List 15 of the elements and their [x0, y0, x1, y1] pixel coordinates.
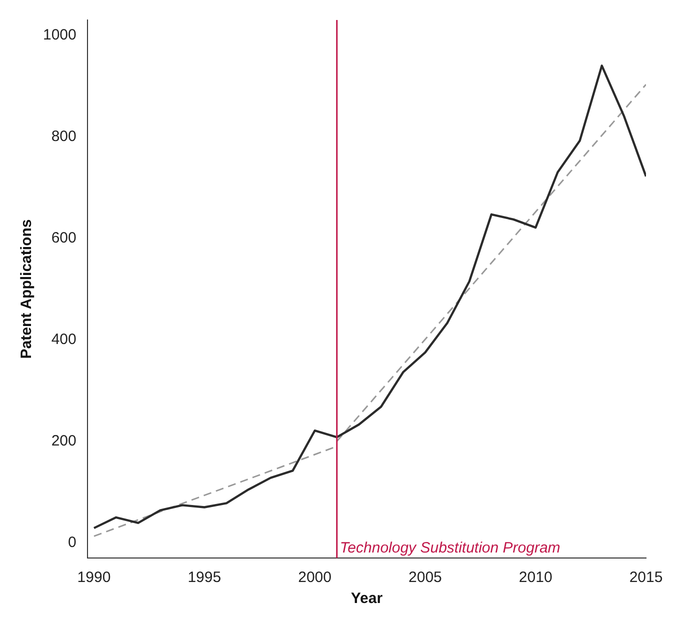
y-tick-label: 600	[51, 229, 76, 246]
x-tick-label: 1995	[188, 569, 222, 586]
x-tick-label: 2010	[518, 569, 552, 586]
x-tick-label: 1990	[77, 569, 111, 586]
x-axis-title: Year	[350, 590, 383, 608]
y-tick-label: 200	[51, 432, 76, 450]
y-axis-title: Patent Applications	[18, 219, 36, 359]
y-tick-label: 400	[51, 330, 76, 348]
ref-line-label: Technology Substitution Program	[340, 540, 560, 557]
x-tick-label: 2000	[298, 569, 332, 586]
x-tick-label: 2005	[408, 569, 442, 586]
y-tick-label: 800	[51, 128, 76, 145]
y-tick-label: 1000	[42, 26, 76, 44]
x-tick-label: 2015	[629, 569, 663, 586]
y-tick-label: 0	[68, 534, 76, 551]
